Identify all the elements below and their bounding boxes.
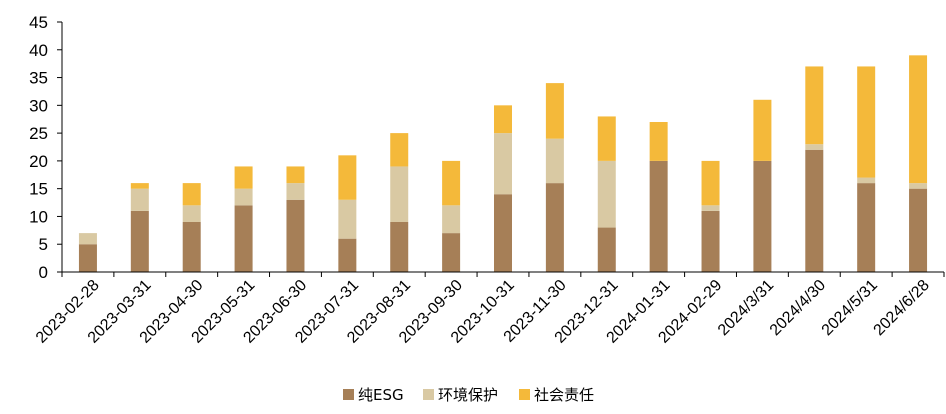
bar-segment: [597, 160, 616, 228]
legend-swatch: [343, 389, 354, 400]
bar-segment: [442, 233, 461, 272]
bar-segment: [649, 122, 668, 161]
bar-segment: [494, 133, 512, 195]
y-tick-label: 45: [29, 13, 48, 32]
bar-segment: [78, 244, 97, 272]
y-tick-label: 5: [39, 235, 48, 254]
bar-segment: [234, 188, 253, 206]
bar-segment: [753, 99, 772, 161]
bar-segment: [545, 138, 564, 184]
bar-segment: [701, 205, 720, 211]
y-axis-ticks: 0 5 10 15 20 25 30 35 40 45: [29, 13, 62, 282]
bar-segment: [649, 160, 668, 272]
bars-layer: [78, 55, 928, 272]
legend-label: 环境保护: [438, 386, 498, 404]
x-tick-label: 2024/3/31: [715, 277, 777, 339]
bar-segment: [442, 160, 461, 206]
bar-segment: [130, 183, 149, 189]
bar-segment: [857, 183, 876, 272]
bar-segment: [857, 177, 876, 184]
bar-segment: [78, 233, 97, 245]
bar-segment: [597, 116, 616, 161]
y-tick-label: 30: [29, 96, 48, 115]
bar-segment: [182, 205, 201, 222]
bar-segment: [234, 205, 253, 272]
legend-swatch: [519, 389, 530, 400]
bar-segment: [857, 66, 876, 178]
x-tick-label: 2024/6/28: [871, 277, 933, 339]
bar-segment: [286, 199, 305, 272]
bar-segment: [701, 210, 720, 272]
bar-segment: [390, 166, 409, 222]
y-tick-label: 15: [29, 180, 48, 199]
legend-label: 纯ESG: [358, 386, 404, 404]
bar-segment: [805, 144, 824, 150]
x-axis-ticks: 2023-02-282023-03-312023-04-302023-05-31…: [33, 272, 945, 347]
bar-segment: [286, 183, 305, 200]
bar-segment: [286, 166, 305, 184]
y-tick-label: 35: [29, 69, 48, 88]
y-tick-label: 0: [39, 263, 48, 282]
bar-segment: [909, 183, 928, 189]
bar-segment: [390, 133, 409, 167]
bar-segment: [338, 199, 357, 239]
bar-segment: [545, 183, 564, 272]
legend-swatch: [423, 389, 434, 400]
bar-segment: [130, 210, 149, 272]
bar-segment: [130, 188, 149, 211]
bar-segment: [805, 149, 824, 272]
bar-segment: [909, 55, 928, 184]
x-tick-label: 2024/4/30: [767, 277, 829, 339]
y-tick-label: 40: [29, 41, 48, 60]
bar-segment: [338, 238, 357, 272]
bar-segment: [234, 166, 253, 189]
legend-label: 社会责任: [534, 386, 594, 404]
bar-segment: [805, 66, 824, 145]
bar-segment: [597, 227, 616, 272]
bar-segment: [701, 160, 720, 206]
bar-segment: [182, 183, 201, 206]
bar-segment: [442, 205, 461, 234]
bar-segment: [753, 160, 772, 272]
y-tick-label: 10: [29, 207, 48, 226]
bar-segment: [909, 188, 928, 272]
bar-segment: [494, 105, 512, 134]
bar-segment: [338, 155, 357, 200]
y-tick-label: 25: [29, 124, 48, 143]
bar-segment: [494, 194, 512, 272]
bar-segment: [182, 222, 201, 272]
bar-segment: [545, 83, 564, 139]
y-tick-label: 20: [29, 152, 48, 171]
bar-segment: [390, 222, 409, 272]
legend: 纯ESG 环境保护 社会责任: [343, 386, 594, 404]
x-tick-label: 2024/5/31: [819, 277, 881, 339]
